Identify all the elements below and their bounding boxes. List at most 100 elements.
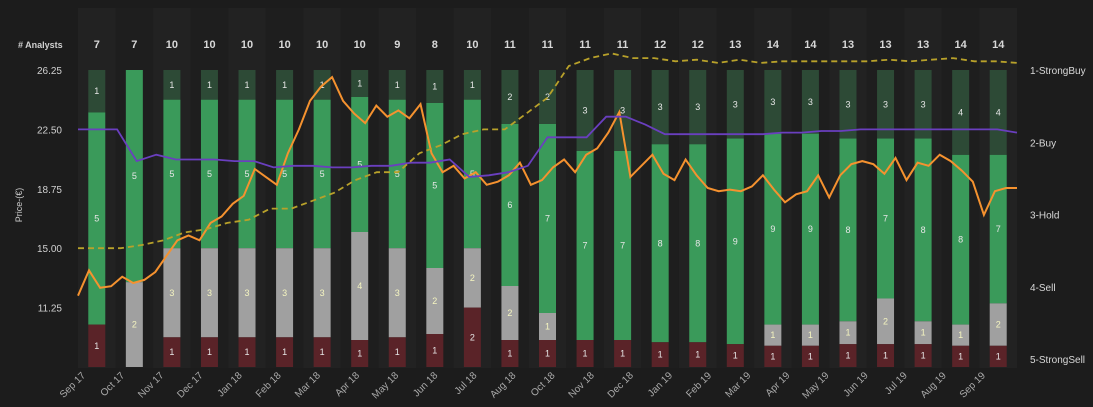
rating-bar-label: 3 bbox=[620, 106, 625, 116]
analyst-count: 10 bbox=[166, 39, 178, 51]
rating-bar-label: 1 bbox=[169, 347, 174, 357]
rating-bar-segment bbox=[989, 303, 1007, 346]
rating-bar-segment bbox=[764, 345, 782, 367]
analyst-count: 12 bbox=[654, 39, 666, 51]
analyst-count: 13 bbox=[842, 39, 854, 51]
rating-bar-segment bbox=[276, 99, 294, 249]
analyst-count: 10 bbox=[241, 39, 253, 51]
rating-bar-segment bbox=[163, 70, 181, 100]
rating-bar-label: 1 bbox=[545, 322, 550, 332]
rating-bar-segment bbox=[200, 70, 218, 100]
rating-axis-label: 2-Buy bbox=[1030, 138, 1056, 149]
rating-bar-label: 8 bbox=[658, 238, 663, 248]
analyst-count: 13 bbox=[729, 39, 741, 51]
rating-bar-label: 3 bbox=[395, 288, 400, 298]
rating-bar-label: 1 bbox=[282, 80, 287, 90]
rating-bar-label: 1 bbox=[921, 328, 926, 338]
rating-bar-label: 1 bbox=[507, 349, 512, 359]
rating-bar-label: 1 bbox=[583, 349, 588, 359]
rating-bar-segment bbox=[238, 337, 256, 367]
rating-bar-segment bbox=[388, 337, 406, 367]
rating-bar-label: 5 bbox=[395, 169, 400, 179]
rating-bar-label: 5 bbox=[282, 169, 287, 179]
rating-bar-label: 1 bbox=[245, 347, 250, 357]
rating-bar-label: 9 bbox=[733, 236, 738, 246]
rating-bar-segment bbox=[839, 138, 857, 322]
rating-bar-segment bbox=[351, 232, 369, 340]
analyst-count: 10 bbox=[354, 39, 366, 51]
rating-bar-segment bbox=[764, 70, 782, 134]
rating-bar-label: 3 bbox=[658, 102, 663, 112]
rating-bar-segment bbox=[238, 70, 256, 100]
rating-bar-segment bbox=[276, 337, 294, 367]
rating-bar-label: 3 bbox=[845, 99, 850, 109]
rating-bar-segment bbox=[313, 248, 331, 338]
rating-bar-segment bbox=[163, 99, 181, 249]
rating-bar-segment bbox=[388, 248, 406, 338]
rating-bar-segment bbox=[801, 70, 819, 134]
analyst-count: 10 bbox=[466, 39, 478, 51]
rating-bar-label: 1 bbox=[94, 86, 99, 96]
rating-bar-label: 9 bbox=[808, 224, 813, 234]
rating-bar-label: 5 bbox=[245, 169, 250, 179]
rating-bar-segment bbox=[351, 70, 369, 97]
rating-bar-segment bbox=[651, 342, 669, 367]
rating-bar-label: 3 bbox=[207, 288, 212, 298]
analyst-count: 11 bbox=[617, 39, 629, 51]
rating-bar-segment bbox=[539, 313, 556, 340]
rating-bar-label: 2 bbox=[507, 308, 512, 318]
rating-bar-label: 1 bbox=[432, 82, 437, 92]
rating-bar-label: 1 bbox=[695, 350, 700, 360]
rating-bar-label: 8 bbox=[695, 238, 700, 248]
rating-bar-segment bbox=[539, 340, 556, 367]
rating-bar-label: 5 bbox=[169, 169, 174, 179]
rating-bar-segment bbox=[426, 70, 444, 103]
rating-bar-segment bbox=[576, 151, 594, 340]
rating-bar-label: 1 bbox=[921, 351, 926, 361]
rating-bar-label: 1 bbox=[94, 341, 99, 351]
rating-bar-segment bbox=[501, 340, 519, 367]
rating-bar-label: 2 bbox=[470, 332, 475, 342]
rating-bar-label: 5 bbox=[132, 171, 137, 181]
y-tick-label: 22.50 bbox=[37, 125, 62, 136]
rating-bar-label: 1 bbox=[845, 351, 850, 361]
y-axis: 26.25 22.50 18.75 15.00 11.25 bbox=[37, 66, 62, 315]
rating-bar-segment bbox=[501, 124, 519, 286]
analyst-count: 10 bbox=[203, 39, 215, 51]
rating-bar-label: 8 bbox=[958, 235, 963, 245]
rating-bar-segment bbox=[463, 248, 481, 308]
rating-bar-label: 2 bbox=[470, 273, 475, 283]
rating-bar-segment bbox=[877, 344, 895, 367]
rating-bar-segment bbox=[877, 138, 895, 299]
rating-bar-segment bbox=[801, 324, 819, 346]
analyst-count: 7 bbox=[131, 39, 137, 51]
rating-axis: 1-StrongBuy 2-Buy 3-Hold 4-Sell 5-StrongSell bbox=[1030, 66, 1086, 366]
analyst-count: 14 bbox=[955, 39, 968, 51]
rating-bar-label: 5 bbox=[94, 214, 99, 224]
rating-bar-label: 7 bbox=[996, 224, 1001, 234]
y-tick-label: 11.25 bbox=[38, 304, 63, 315]
rating-bar-segment bbox=[125, 282, 143, 367]
rating-bar-label: 1 bbox=[545, 349, 550, 359]
rating-bar-label: 1 bbox=[958, 330, 963, 340]
rating-bar-label: 1 bbox=[845, 328, 850, 338]
price-lines bbox=[77, 52, 1018, 297]
rating-bar-segment bbox=[426, 268, 444, 334]
rating-bar-label: 1 bbox=[357, 79, 362, 89]
rating-bar-label: 5 bbox=[207, 169, 212, 179]
analyst-count: 11 bbox=[504, 39, 516, 51]
rating-bar-segment bbox=[576, 70, 594, 151]
rating-bar-label: 2 bbox=[996, 320, 1001, 330]
analysts-header: # Analysts bbox=[18, 40, 63, 50]
rating-bar-segment bbox=[125, 70, 143, 283]
rating-bar-label: 2 bbox=[507, 92, 512, 102]
rating-bar-label: 1 bbox=[245, 80, 250, 90]
series-line bbox=[77, 75, 1017, 297]
rating-bar-label: 3 bbox=[733, 99, 738, 109]
series-line bbox=[78, 52, 1018, 250]
rating-bar-segment bbox=[163, 248, 181, 338]
analyst-count: 11 bbox=[579, 39, 591, 51]
rating-bar-segment bbox=[313, 337, 331, 367]
rating-bar-label: 1 bbox=[432, 346, 437, 356]
analyst-count: 10 bbox=[316, 39, 328, 51]
